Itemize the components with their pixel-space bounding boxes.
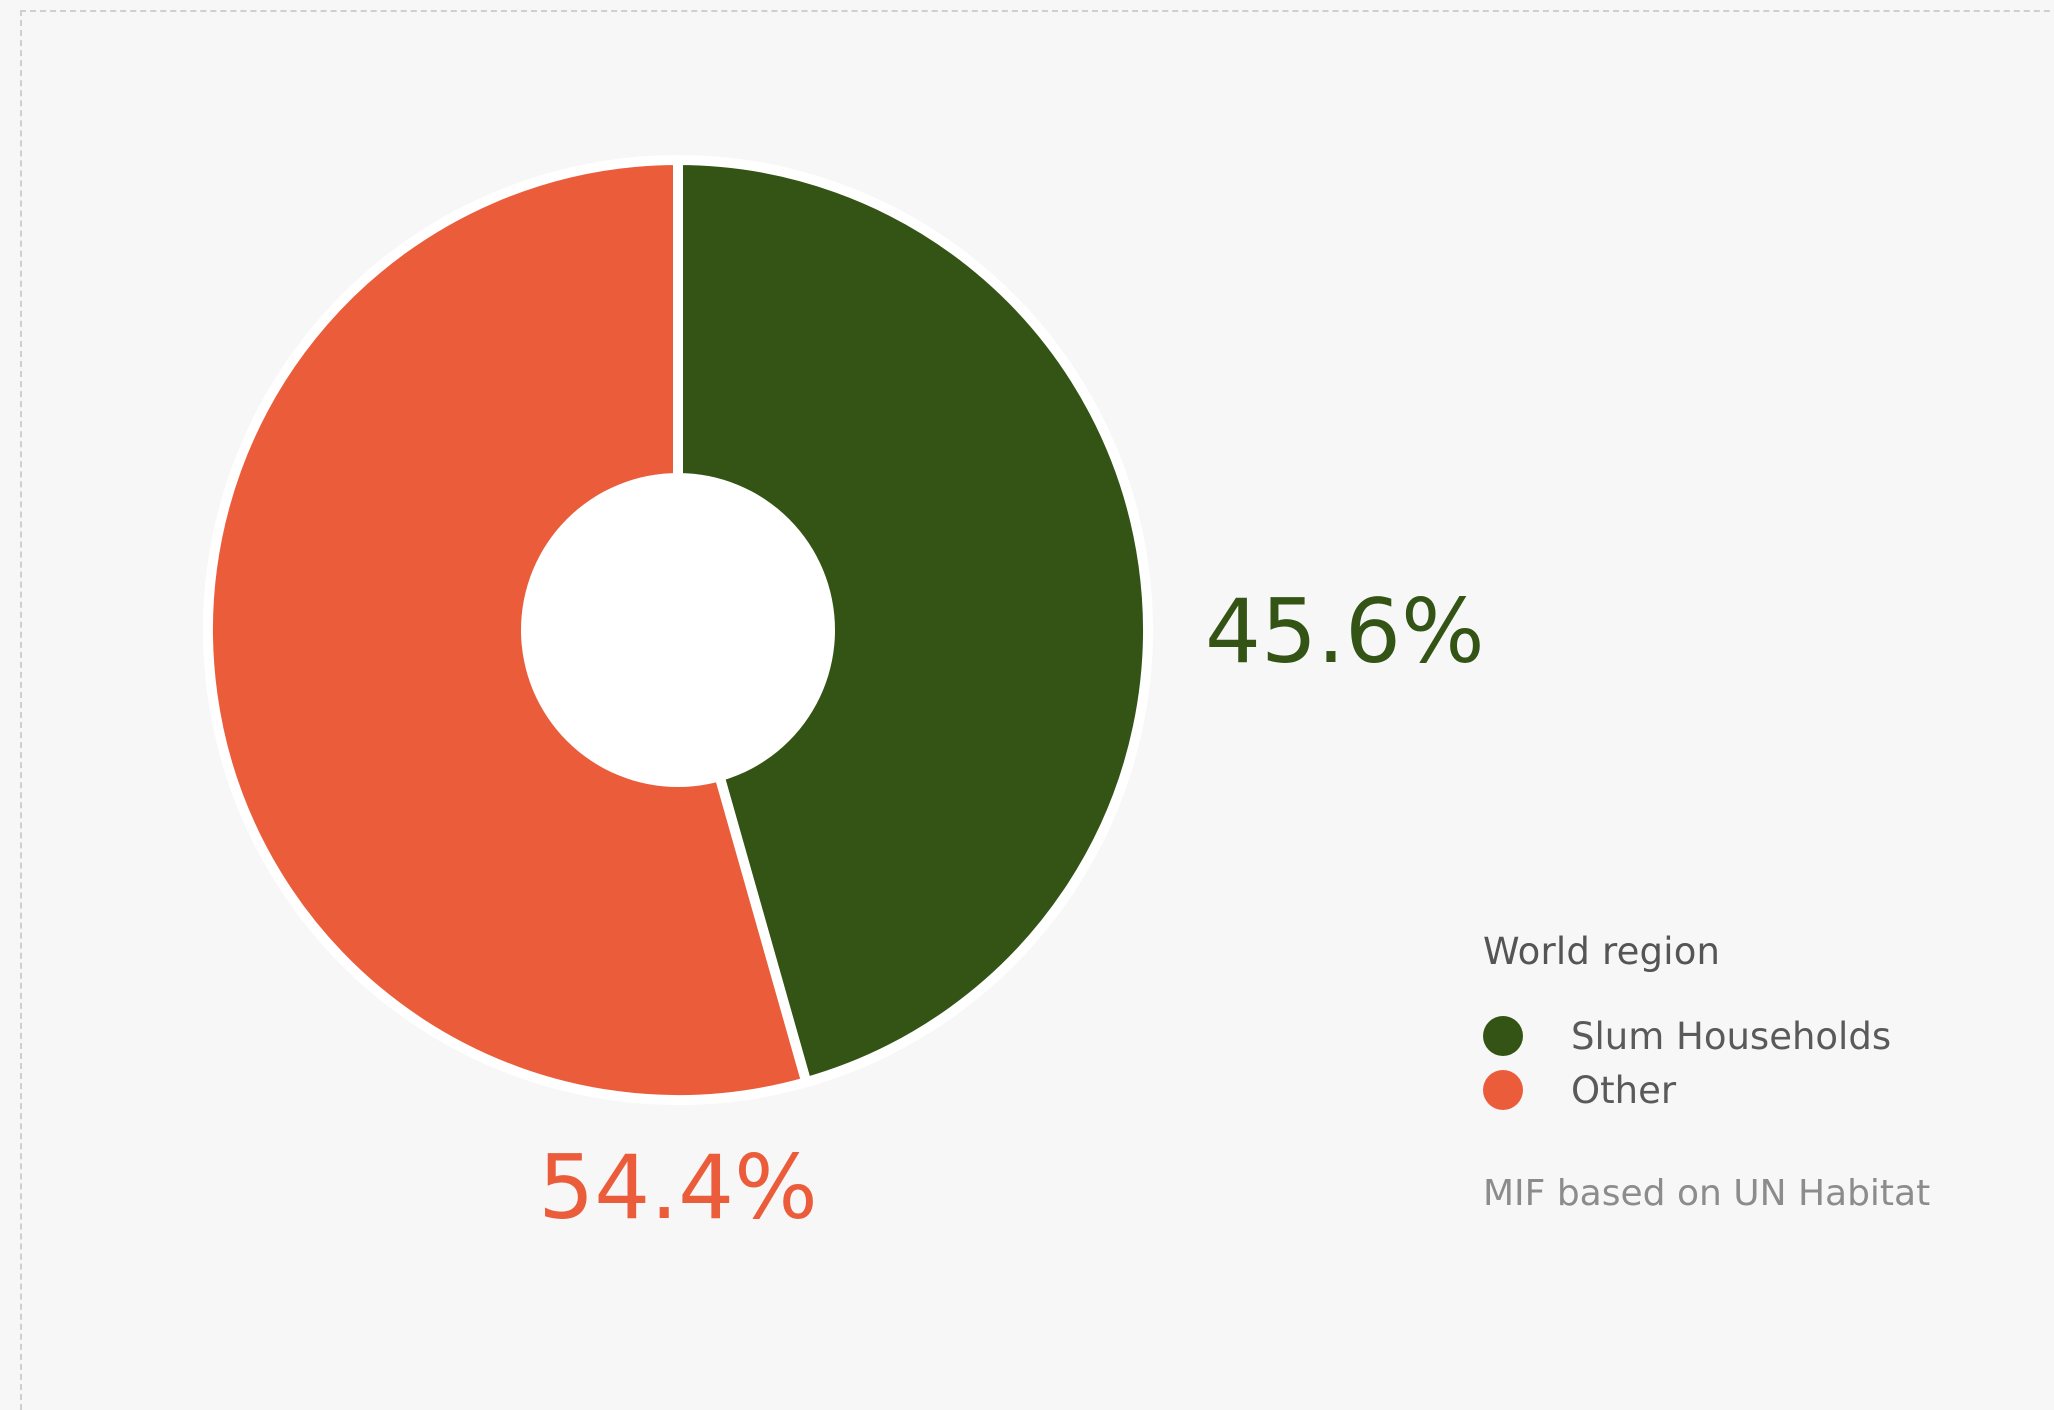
legend-label-other: Other [1571,1068,1677,1112]
legend-item-other[interactable]: Other [1483,1063,1930,1117]
slice-label-other: 54.4% [538,1136,818,1239]
legend-label-slum-households: Slum Households [1571,1014,1892,1058]
slice-slum-households[interactable] [673,154,1153,1089]
donut-hole [521,473,835,787]
chart-frame [20,10,2054,1410]
legend-title: World region [1483,930,1721,973]
legend-swatch-slum-households [1483,1016,1523,1056]
chart-source: MIF based on UN Habitat [1483,1173,1931,1214]
legend-item-slum-households[interactable]: Slum Households [1483,1009,1930,1063]
slice-label-slum-households: 45.6% [1205,580,1485,683]
legend: World region Slum Households Other MIF b… [1483,930,1930,1214]
donut-slices [202,154,1153,1105]
legend-swatch-other [1483,1070,1523,1110]
donut-chart: 45.6% 54.4% [202,154,1485,1239]
slice-other[interactable] [202,154,813,1105]
